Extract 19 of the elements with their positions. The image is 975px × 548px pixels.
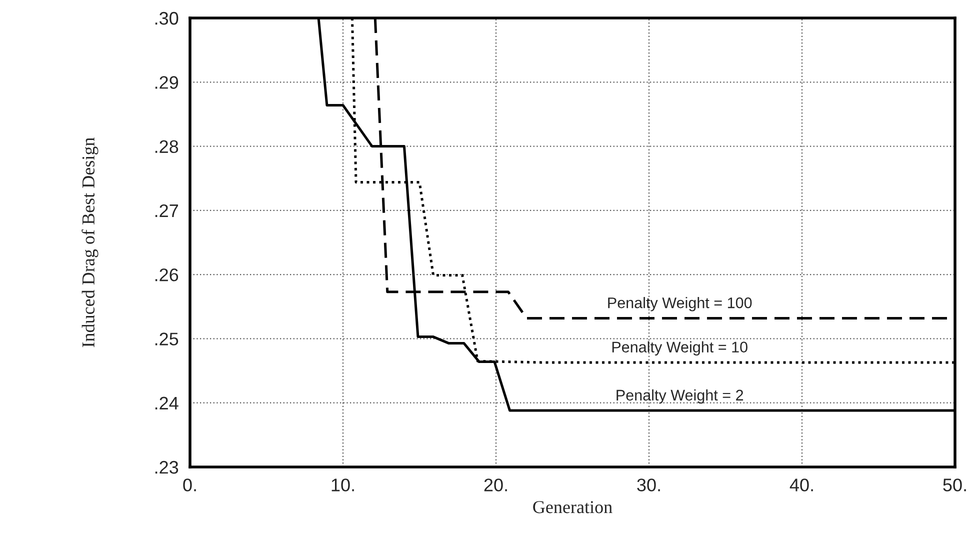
y-tick-label: .29 bbox=[155, 76, 178, 89]
x-tick-label: 50. bbox=[943, 478, 966, 492]
x-tick-label: 30. bbox=[637, 478, 660, 492]
y-axis-title: Induced Drag of Best Design bbox=[82, 137, 98, 348]
y-tick-label: .25 bbox=[155, 332, 178, 346]
y-tick-label: .26 bbox=[155, 268, 178, 282]
y-tick-label: .23 bbox=[155, 460, 178, 474]
series-label: Penalty Weight = 100 bbox=[608, 297, 752, 312]
y-tick-label: .30 bbox=[155, 12, 178, 25]
series-label: Penalty Weight = 10 bbox=[612, 341, 748, 356]
y-tick-label: .27 bbox=[155, 204, 178, 217]
y-tick-label: .28 bbox=[155, 140, 178, 154]
series-label: Penalty Weight = 2 bbox=[616, 389, 744, 404]
x-tick-label: 40. bbox=[790, 478, 813, 492]
x-tick-label: 0. bbox=[183, 478, 196, 492]
y-tick-label: .24 bbox=[155, 396, 178, 410]
x-axis-title: Generation bbox=[533, 501, 612, 514]
x-tick-label: 20. bbox=[484, 478, 507, 492]
x-tick-label: 10. bbox=[332, 478, 354, 492]
